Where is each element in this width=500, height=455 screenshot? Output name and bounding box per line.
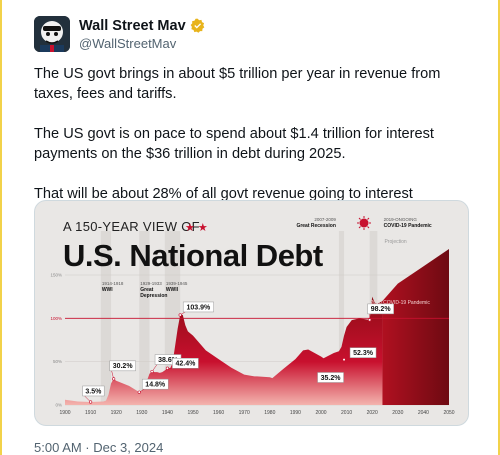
annotation-point bbox=[178, 313, 182, 317]
annotation-box bbox=[172, 358, 199, 369]
event-date-label: 1914-1918 bbox=[102, 281, 124, 286]
x-tick-label: 2040 bbox=[418, 410, 429, 416]
annotation-label: 52.3% bbox=[353, 350, 374, 357]
x-tick-label: 1930 bbox=[136, 410, 147, 416]
tweet-paragraph: The US govt brings in about $5 trillion … bbox=[34, 66, 441, 102]
x-tick-label: 1990 bbox=[290, 410, 301, 416]
annotation-box bbox=[82, 385, 105, 397]
x-tick-label: 1920 bbox=[111, 410, 122, 416]
x-tick-label: 2020 bbox=[367, 410, 378, 416]
covid-virus-icon bbox=[357, 216, 371, 230]
annotation-box bbox=[367, 303, 394, 315]
x-tick-label: 2010 bbox=[341, 410, 352, 416]
annotation-point bbox=[150, 369, 154, 374]
tweet-timestamp[interactable]: 5:00 AM · Dec 3, 2024 bbox=[34, 440, 164, 455]
annotation-point bbox=[342, 358, 346, 362]
annotation-label: 42.4% bbox=[175, 361, 196, 368]
annotation-box bbox=[141, 378, 169, 390]
projection-label: Projection bbox=[384, 239, 406, 245]
annotation-box bbox=[182, 301, 214, 313]
annotation-label: 38.6% bbox=[158, 357, 179, 364]
annotation-box bbox=[109, 360, 136, 372]
x-tick-label: 1910 bbox=[85, 410, 96, 416]
annotation-point bbox=[368, 318, 372, 322]
y-tick-label: 50% bbox=[53, 359, 62, 364]
author-handle[interactable]: @WallStreetMav bbox=[79, 35, 177, 51]
annotation-label: 35.2% bbox=[321, 375, 342, 382]
event-date-label: 1929-1933 bbox=[140, 281, 162, 286]
x-tick-label: 1900 bbox=[59, 410, 70, 416]
y-tick-label: 100% bbox=[50, 316, 62, 321]
debt-area-historical bbox=[65, 296, 383, 405]
debt-area-projection bbox=[382, 249, 449, 405]
verified-badge-icon bbox=[190, 18, 204, 33]
annotation-label: 98.2% bbox=[371, 306, 392, 313]
event-date-label: 2007-2009 bbox=[314, 217, 336, 222]
annotation-label: 30.2% bbox=[113, 363, 134, 370]
annotation-point bbox=[137, 390, 141, 394]
annotation-label: 14.8% bbox=[145, 381, 166, 388]
covid-note: 2020 COVID-19 Pandemic bbox=[371, 300, 431, 306]
x-tick-label: 2030 bbox=[392, 410, 403, 416]
annotation-point bbox=[165, 366, 169, 370]
annotation-point bbox=[112, 377, 116, 381]
event-name-label: WWI bbox=[102, 287, 113, 293]
tweet-paragraph: The US govt is on pace to spend about $1… bbox=[34, 126, 434, 162]
event-name-label: Great bbox=[140, 287, 153, 293]
x-tick-label: 2000 bbox=[315, 410, 326, 416]
tweet-header: Wall Street Mav @WallStreetMav bbox=[34, 14, 205, 54]
x-tick-label: 1950 bbox=[187, 410, 198, 416]
y-tick-label: 150% bbox=[50, 273, 62, 278]
wojak-pepe-avatar-icon[interactable] bbox=[34, 16, 70, 52]
event-name-label: Great Recession bbox=[296, 223, 335, 229]
tweet-media-image[interactable]: 0% 50% 100% 150% 1900 1910 1920 1930 1940 1950 196… bbox=[34, 200, 469, 426]
event-name-label: WWII bbox=[166, 287, 179, 293]
x-tick-label: 1940 bbox=[162, 410, 173, 416]
annotation-box bbox=[317, 372, 344, 383]
x-tick-label: 1970 bbox=[239, 410, 250, 416]
annotation-label: 103.9% bbox=[187, 304, 212, 311]
x-tick-label: 2050 bbox=[443, 410, 454, 416]
event-date-label: 2019-ONGOING bbox=[384, 217, 418, 222]
chart-title-line1: A 150-YEAR VIEW OF bbox=[63, 219, 200, 234]
event-date-label: 1939-1945 bbox=[166, 281, 188, 286]
national-debt-chart: 0% 50% 100% 150% 1900 1910 1920 1930 1940 1950 196… bbox=[50, 216, 455, 416]
author-display-name[interactable]: Wall Street Mav bbox=[79, 17, 186, 34]
x-tick-label: 1980 bbox=[264, 410, 275, 416]
y-tick-label: 0% bbox=[55, 403, 62, 408]
star-icon: ★ ★ bbox=[185, 222, 208, 234]
annotation-point bbox=[88, 400, 93, 404]
event-name-label: COVID-19 Pandemic bbox=[384, 223, 432, 229]
x-tick-label: 1960 bbox=[213, 410, 224, 416]
event-name-label: Depression bbox=[140, 293, 167, 299]
chart-title-line2: U.S. National Debt bbox=[63, 238, 323, 273]
annotation-label: 3.5% bbox=[85, 388, 102, 395]
annotation-box bbox=[349, 347, 377, 358]
